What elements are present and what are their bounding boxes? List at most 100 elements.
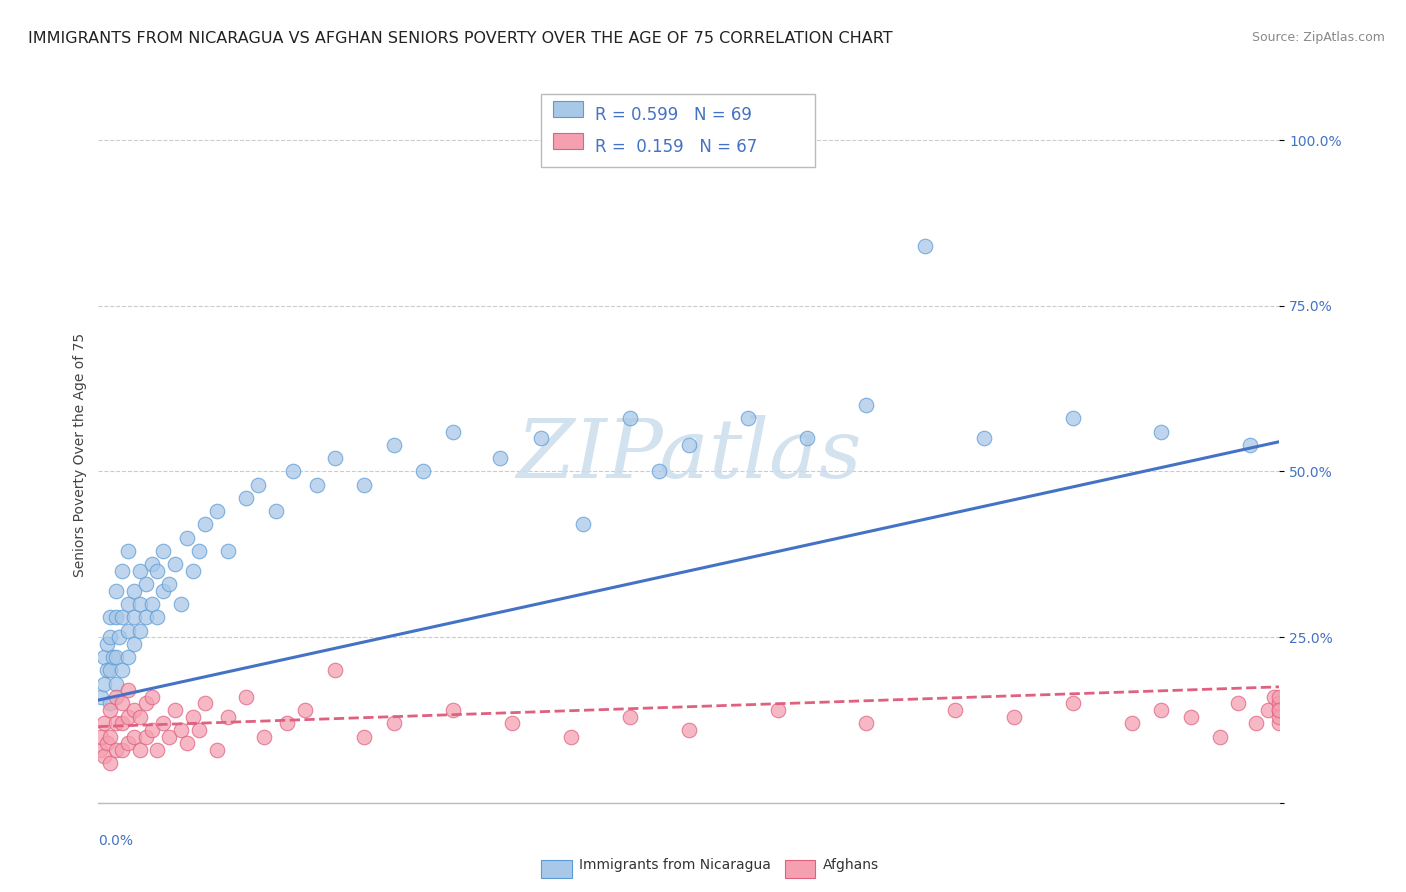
Point [93, 749, 115, 764]
Point [122, 583, 145, 598]
Point [146, 564, 169, 578]
Point [1062, 411, 1084, 425]
Point [141, 723, 163, 737]
Point [165, 558, 187, 572]
Point [1062, 697, 1084, 711]
Point [678, 438, 700, 452]
Point [128, 624, 150, 638]
Point [1002, 709, 1025, 723]
Point [1150, 703, 1173, 717]
Point [105, 690, 128, 704]
Point [111, 697, 134, 711]
Point [152, 544, 174, 558]
Point [235, 491, 257, 505]
Point [560, 730, 582, 744]
Point [111, 663, 134, 677]
Point [501, 716, 523, 731]
Point [264, 504, 287, 518]
Text: Immigrants from Nicaragua: Immigrants from Nicaragua [579, 858, 770, 872]
Point [914, 239, 936, 253]
Text: Source: ZipAtlas.com: Source: ZipAtlas.com [1251, 31, 1385, 45]
Point [170, 723, 193, 737]
Point [943, 703, 966, 717]
Point [323, 451, 346, 466]
Point [117, 709, 139, 723]
Point [111, 610, 134, 624]
Point [165, 703, 187, 717]
Point [135, 610, 157, 624]
Point [1244, 716, 1267, 731]
Point [305, 477, 328, 491]
Point [382, 438, 405, 452]
Point [253, 730, 276, 744]
Point [1209, 730, 1232, 744]
Point [1150, 425, 1173, 439]
Point [1268, 703, 1291, 717]
Point [98, 756, 121, 770]
Point [796, 431, 818, 445]
Point [855, 398, 877, 412]
Point [117, 736, 139, 750]
Point [412, 465, 434, 479]
Point [766, 703, 789, 717]
Point [103, 650, 125, 665]
Point [111, 743, 134, 757]
Point [619, 411, 641, 425]
Point [135, 577, 157, 591]
Point [235, 690, 257, 704]
Point [353, 730, 375, 744]
Point [1268, 697, 1291, 711]
Point [176, 531, 198, 545]
Point [98, 703, 121, 717]
Point [117, 683, 139, 698]
Point [105, 583, 128, 598]
Point [117, 544, 139, 558]
Point [294, 703, 316, 717]
Text: R = 0.599   N = 69: R = 0.599 N = 69 [595, 106, 752, 124]
Point [737, 411, 759, 425]
Point [93, 650, 115, 665]
Point [96, 736, 118, 750]
Point [1268, 716, 1291, 731]
Point [122, 637, 145, 651]
Point [105, 716, 128, 731]
Point [205, 504, 228, 518]
Point [96, 637, 118, 651]
Y-axis label: Seniors Poverty Over the Age of 75: Seniors Poverty Over the Age of 75 [73, 333, 87, 577]
Point [96, 663, 118, 677]
Point [619, 709, 641, 723]
Point [105, 650, 128, 665]
Point [98, 730, 121, 744]
Point [93, 716, 115, 731]
Point [1121, 716, 1143, 731]
Point [146, 610, 169, 624]
Point [1268, 690, 1291, 704]
Point [181, 709, 204, 723]
Point [93, 676, 115, 690]
Point [135, 730, 157, 744]
Point [117, 650, 139, 665]
Point [1263, 690, 1285, 704]
Point [441, 425, 464, 439]
Point [205, 743, 228, 757]
Point [489, 451, 512, 466]
Text: R =  0.159   N = 67: R = 0.159 N = 67 [595, 138, 756, 156]
Point [1268, 703, 1291, 717]
Point [98, 610, 121, 624]
Text: IMMIGRANTS FROM NICARAGUA VS AFGHAN SENIORS POVERTY OVER THE AGE OF 75 CORRELATI: IMMIGRANTS FROM NICARAGUA VS AFGHAN SENI… [28, 31, 893, 46]
Point [146, 743, 169, 757]
Point [122, 610, 145, 624]
Text: Afghans: Afghans [823, 858, 879, 872]
Point [152, 583, 174, 598]
Point [90, 690, 112, 704]
Point [98, 697, 121, 711]
Point [111, 564, 134, 578]
Point [648, 465, 671, 479]
Point [353, 477, 375, 491]
Point [122, 730, 145, 744]
Point [1180, 709, 1202, 723]
Point [157, 577, 180, 591]
Point [382, 716, 405, 731]
Point [128, 597, 150, 611]
Point [128, 743, 150, 757]
